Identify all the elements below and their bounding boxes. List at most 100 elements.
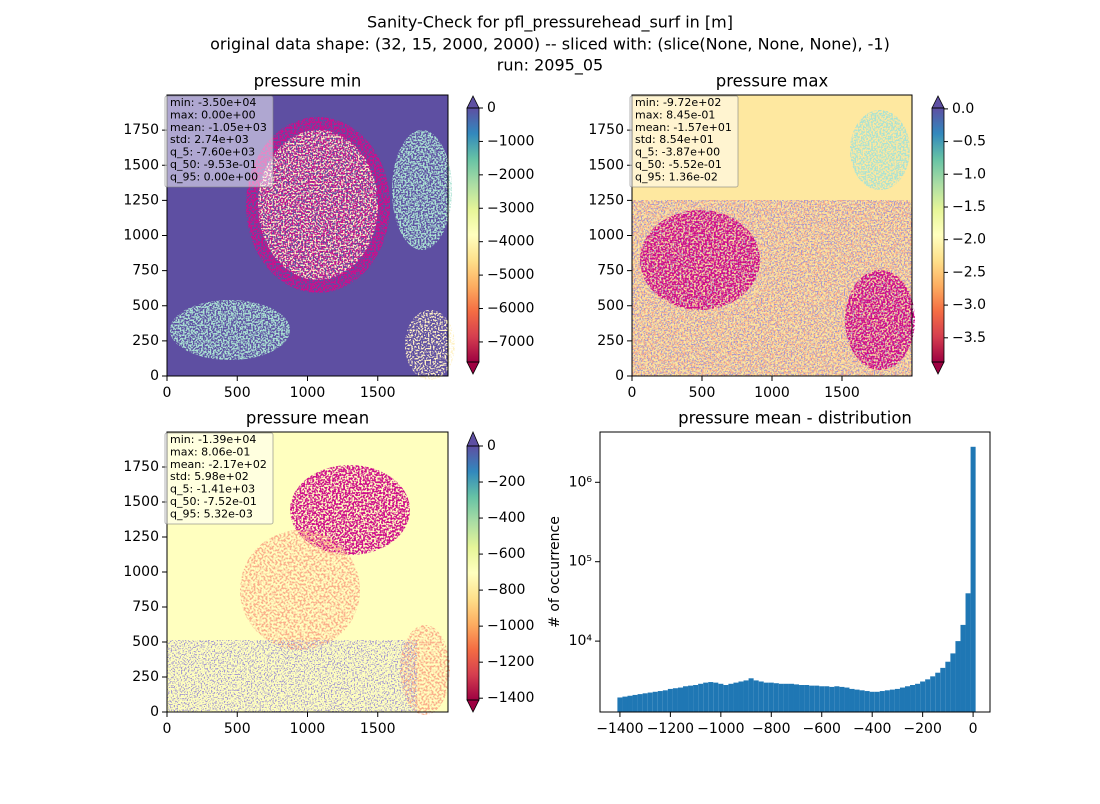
y-tick-label: 250	[132, 333, 159, 349]
bar	[864, 691, 870, 712]
stats-line: max: 0.00e+00	[170, 108, 256, 121]
colorbar-extend	[466, 430, 480, 447]
colorbar	[932, 108, 944, 362]
stats-box	[629, 95, 739, 188]
bar	[698, 683, 704, 712]
y-tick-label: 1500	[123, 494, 159, 510]
y-tick-label: 1250	[588, 192, 624, 208]
colorbar-tick-label: −1000	[487, 618, 534, 634]
bar	[748, 678, 754, 712]
x-tick-label: −800	[752, 721, 790, 737]
bar	[793, 684, 800, 712]
bar	[910, 685, 916, 712]
x-tick-label: −1200	[647, 721, 694, 737]
stats-line: min: -9.72e+02	[635, 96, 721, 109]
colorbar-tick-label: −3.0	[952, 297, 986, 313]
axes-title: pressure mean - distribution	[678, 409, 912, 428]
colorbar-tick-label: 0	[487, 100, 496, 116]
bar	[647, 692, 653, 712]
y-tick-label: 500	[597, 298, 624, 314]
bar	[718, 683, 724, 712]
bar	[824, 686, 830, 712]
bar	[713, 682, 719, 712]
bar	[637, 694, 643, 712]
bar	[854, 689, 860, 712]
bar	[819, 686, 825, 712]
x-tick-label: 0	[163, 385, 172, 401]
bar	[879, 691, 885, 712]
bar	[778, 683, 784, 712]
stats-line: q_50: -5.52e-01	[635, 158, 722, 171]
bar	[965, 593, 971, 712]
bar	[904, 686, 911, 712]
bar	[935, 672, 941, 712]
stats-line: std: 8.54e+01	[635, 133, 714, 146]
bar	[672, 688, 678, 712]
y-tick-label: 1750	[123, 459, 159, 475]
colorbar-extend	[466, 95, 480, 109]
y-tick-label: 10⁶	[569, 474, 593, 490]
bar	[703, 682, 709, 712]
bar	[723, 685, 729, 712]
bar	[677, 687, 683, 712]
bar	[708, 682, 714, 712]
colorbar-tick-label: −400	[487, 510, 525, 526]
stats-line: q_5: -7.60e+03	[170, 146, 255, 159]
bar	[925, 679, 931, 712]
axes-frame	[599, 431, 991, 713]
y-tick-label: 1000	[123, 228, 159, 244]
stats-line: min: -3.50e+04	[170, 96, 256, 109]
bar	[743, 680, 749, 712]
bar	[652, 691, 658, 712]
y-tick-label: 1500	[588, 157, 624, 173]
colorbar-tick-label: −6000	[487, 301, 534, 317]
bar	[682, 686, 689, 712]
colorbar-tick-label: −5000	[487, 267, 534, 283]
stats-line: q_95: 0.00e+00	[170, 170, 258, 183]
x-tick-label: 1500	[824, 385, 860, 401]
colorbar	[467, 446, 479, 700]
colorbar	[467, 108, 479, 362]
y-tick-label: 1250	[123, 529, 159, 545]
colorbar-tick-label: −3.5	[952, 330, 986, 346]
bar	[758, 681, 764, 712]
bar	[783, 683, 789, 712]
bar	[688, 685, 694, 712]
x-tick-label: −1000	[697, 721, 744, 737]
bar	[662, 690, 668, 712]
stats-line: q_50: -9.53e-01	[170, 158, 257, 171]
colorbar-extend	[466, 361, 480, 375]
suptitle: run: 2095_05	[497, 56, 603, 76]
bar	[733, 682, 739, 712]
stats-line: q_5: -3.87e+00	[635, 146, 720, 159]
x-tick-label: 1500	[360, 721, 396, 737]
stats-line: min: -1.39e+04	[170, 433, 256, 446]
colorbar-extend	[466, 699, 480, 713]
y-tick-label: 750	[132, 599, 159, 615]
x-tick-label: 500	[224, 721, 251, 737]
bar	[884, 690, 890, 712]
x-tick-label: 0	[163, 721, 172, 737]
bar	[955, 641, 961, 712]
bar	[632, 694, 638, 712]
y-tick-label: 10⁴	[569, 633, 593, 649]
bar	[814, 685, 820, 712]
colorbar-tick-label: 0.0	[952, 101, 974, 117]
bar	[768, 682, 774, 712]
bar	[617, 697, 623, 712]
y-tick-label: 0	[150, 704, 159, 720]
bar	[849, 688, 855, 712]
axes-title: pressure mean	[246, 409, 369, 428]
y-tick-label: 0	[615, 368, 624, 384]
colorbar-tick-label: −800	[487, 582, 525, 598]
bar	[899, 687, 905, 712]
y-tick-label: 1250	[123, 192, 159, 208]
bar	[799, 685, 805, 712]
stats-line: mean: -1.05e+03	[170, 121, 267, 134]
bar	[622, 696, 628, 712]
bar	[844, 687, 850, 712]
colorbar-tick-label: −0.5	[952, 134, 986, 150]
y-tick-label: 250	[597, 333, 624, 349]
